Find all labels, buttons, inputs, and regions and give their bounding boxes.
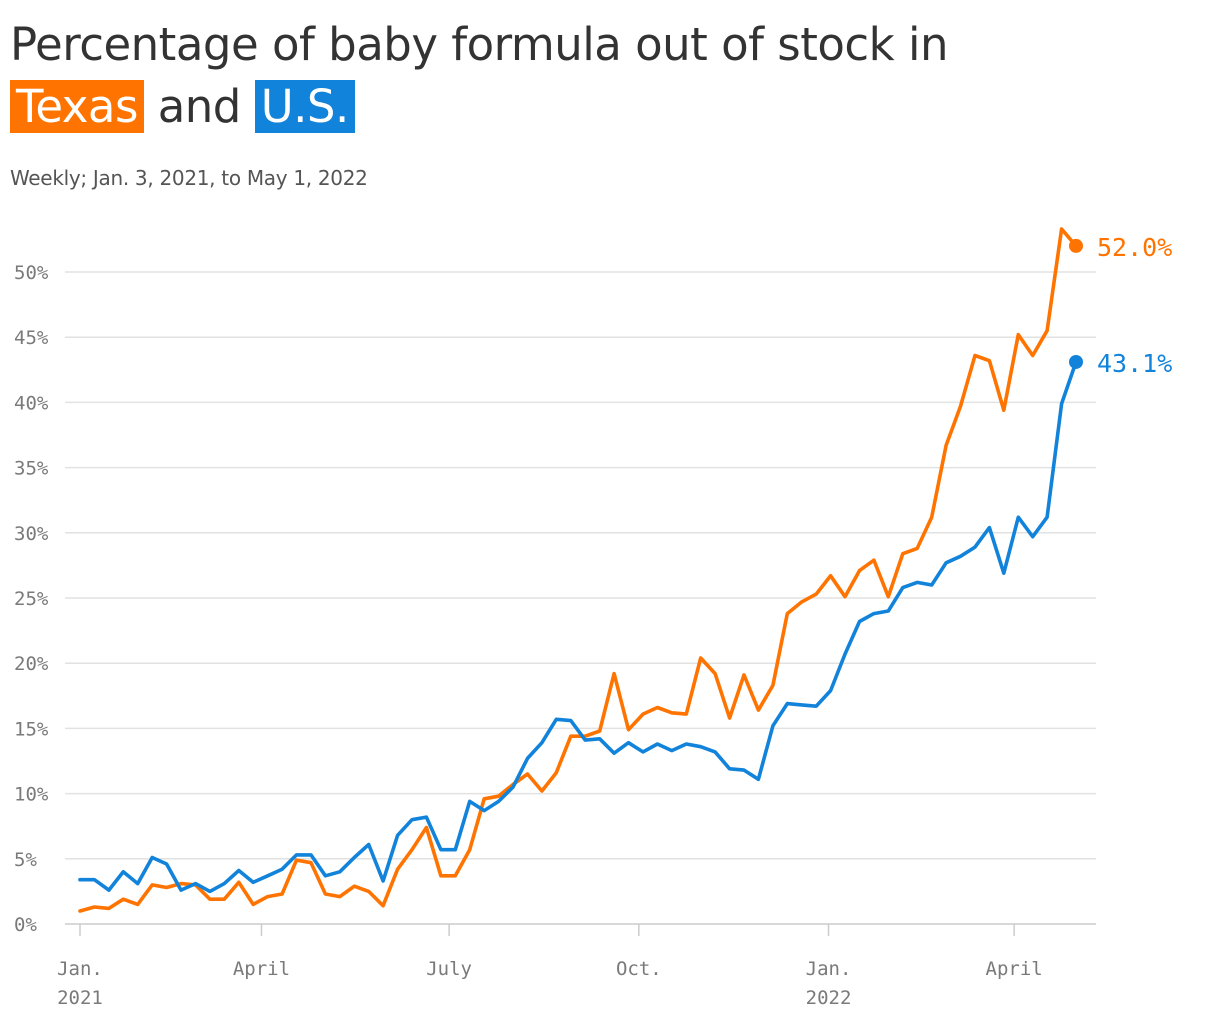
x-tick-label: July [426,958,472,980]
x-tick-label: Jan. [806,958,852,980]
y-tick-label: 20% [14,653,49,675]
y-tick-label: 45% [14,327,49,349]
title-texas-highlight: Texas [10,80,144,133]
chart-subtitle: Weekly; Jan. 3, 2021, to May 1, 2022 [10,166,368,190]
y-tick-label: 35% [14,458,49,480]
x-tick-label: April [233,958,290,980]
series-line-us [78,360,1078,894]
title-prefix: Percentage of baby formula out of stock … [10,18,949,71]
end-point-us [1069,354,1083,369]
x-tick-year-label: 2022 [806,987,852,1009]
y-tick-label: 10% [14,784,49,806]
end-label-texas: 52.0% [1097,233,1172,262]
end-label-us: 43.1% [1097,349,1172,378]
y-tick-label: 5% [14,849,37,871]
title-and: and [157,80,242,133]
y-tick-label: 30% [14,523,49,545]
y-tick-label: 40% [14,392,49,414]
y-tick-label: 15% [14,718,49,740]
y-axis: 0% 5% 10% 15% 20% 25% 30% 35% 40% 45% 50% [14,262,49,936]
y-tick-label: 0% [14,914,37,936]
gridlines [65,271,1096,925]
x-tick-label: Jan. [57,958,103,980]
x-tick-year-label: 2021 [57,987,103,1009]
x-tick-label: April [986,958,1043,980]
y-tick-label: 50% [14,262,49,284]
end-point-texas [1069,238,1083,253]
x-axis: Jan. 2021 April July Oct. Jan. 2022 April [57,924,1043,1009]
chart-title: Percentage of baby formula out of stock … [10,14,1190,138]
series-line-texas [78,227,1078,913]
title-us-highlight: U.S. [254,80,355,133]
y-tick-label: 25% [14,588,49,610]
x-tick-label: Oct. [616,958,662,980]
series-lines [78,227,1083,913]
end-labels: 52.0% 43.1% [1097,233,1172,378]
